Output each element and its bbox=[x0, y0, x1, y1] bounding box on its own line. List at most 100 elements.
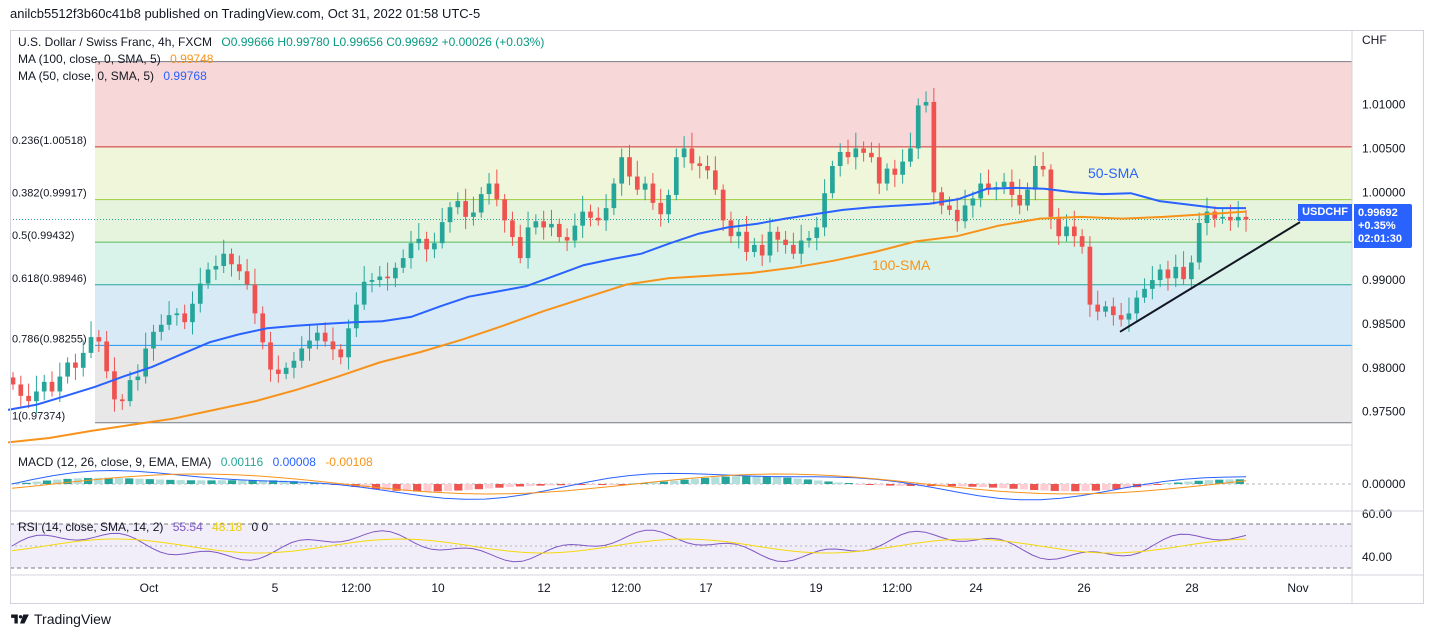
candle-body bbox=[41, 381, 47, 392]
macd-histogram-bar bbox=[1143, 484, 1152, 486]
macd-histogram-bar bbox=[269, 480, 278, 484]
macd-histogram-bar bbox=[1060, 484, 1070, 492]
candle-body bbox=[869, 152, 874, 158]
candle-body bbox=[697, 163, 703, 166]
candle-body bbox=[377, 276, 383, 281]
macd-histogram-bar bbox=[495, 484, 504, 488]
legend-ma50-value: 0.99768 bbox=[163, 69, 207, 83]
candle-body bbox=[268, 342, 273, 370]
legend-rsi-extra: 0 0 bbox=[251, 520, 269, 534]
candle-body bbox=[385, 276, 390, 279]
candle-body bbox=[354, 304, 359, 329]
candle-body bbox=[908, 148, 913, 162]
fib-band bbox=[95, 345, 1352, 423]
macd-histogram-bar bbox=[690, 478, 699, 484]
macd-histogram-bar bbox=[608, 484, 617, 485]
candle-body bbox=[291, 360, 297, 368]
macd-histogram-bar bbox=[886, 484, 895, 486]
legend-rsi-label: RSI (14, close, SMA, 14, 2) bbox=[18, 520, 164, 534]
candle-body bbox=[619, 157, 625, 184]
price-tick-label: 1.00000 bbox=[1362, 185, 1406, 199]
macd-histogram-bar bbox=[42, 480, 52, 484]
candle-body bbox=[1001, 181, 1007, 188]
macd-histogram-bar bbox=[1050, 484, 1059, 491]
fib-band bbox=[95, 61, 1352, 147]
macd-histogram-bar bbox=[299, 481, 309, 484]
macd-histogram-bar bbox=[32, 481, 41, 484]
candle-body bbox=[408, 243, 414, 259]
candle-body bbox=[322, 332, 328, 342]
candle-body bbox=[806, 237, 812, 241]
macd-line bbox=[11, 469, 1247, 501]
macd-histogram-bar bbox=[371, 484, 381, 490]
macd-histogram-bar bbox=[1122, 484, 1131, 489]
macd-pane: 0.00000 bbox=[10, 469, 1406, 501]
footer-brand-label: TradingView bbox=[34, 611, 112, 627]
candle-body bbox=[1204, 211, 1210, 224]
macd-histogram-bar bbox=[114, 478, 124, 484]
candle-body bbox=[1142, 288, 1147, 298]
time-tick-label: Oct bbox=[140, 581, 159, 595]
candle-body bbox=[1150, 280, 1155, 289]
macd-histogram-bar bbox=[988, 484, 998, 488]
candle-body bbox=[564, 237, 570, 241]
candle-body bbox=[260, 313, 266, 343]
time-tick-label: 17 bbox=[699, 581, 713, 595]
candle-body bbox=[556, 223, 562, 238]
candle-body bbox=[1173, 266, 1179, 279]
candle-body bbox=[510, 220, 515, 238]
macd-histogram-bar bbox=[865, 484, 874, 485]
candle-body bbox=[1025, 189, 1030, 206]
candle-body bbox=[627, 157, 632, 177]
candle-body bbox=[315, 332, 320, 341]
candle-body bbox=[299, 348, 305, 361]
candle-body bbox=[822, 193, 827, 228]
candle-body bbox=[1079, 236, 1085, 247]
candle-body bbox=[166, 315, 172, 325]
candle-body bbox=[666, 194, 671, 215]
price-tick-label: 0.97500 bbox=[1362, 405, 1406, 419]
candle-body bbox=[112, 371, 117, 400]
sma100-annotation: 100-SMA bbox=[872, 257, 931, 273]
candle-body bbox=[861, 148, 866, 153]
candle-body bbox=[876, 157, 882, 184]
legend-macd-line: 0.00008 bbox=[272, 455, 316, 469]
legend-main: U.S. Dollar / Swiss Franc, 4h, FXCM O0.9… bbox=[18, 35, 550, 49]
candle-body bbox=[197, 283, 203, 304]
macd-histogram-bar bbox=[186, 480, 196, 484]
legend-macd-hist: 0.00116 bbox=[220, 455, 264, 469]
candle-body bbox=[845, 151, 851, 158]
candle-body bbox=[588, 211, 593, 218]
macd-histogram-bar bbox=[814, 480, 823, 484]
candle-body bbox=[986, 183, 991, 190]
macd-histogram-bar bbox=[474, 484, 483, 490]
macd-histogram-bar bbox=[217, 480, 226, 484]
macd-histogram-bar bbox=[700, 477, 710, 484]
candle-body bbox=[549, 223, 554, 228]
macd-histogram-bar bbox=[464, 484, 473, 490]
price-tag: 0.99692 +0.35% 02:01:30 bbox=[1354, 204, 1412, 248]
candle-body bbox=[73, 362, 78, 368]
candle-body bbox=[439, 222, 445, 244]
legend-ma50-label: MA (50, close, 0, SMA, 5) bbox=[18, 69, 155, 83]
candle-body bbox=[634, 176, 640, 190]
macd-histogram-bar bbox=[1163, 483, 1172, 484]
macd-histogram-bar bbox=[135, 478, 144, 484]
candle-body bbox=[143, 348, 149, 377]
time-tick-label: 19 bbox=[809, 581, 823, 595]
candle-body bbox=[151, 331, 156, 349]
time-tick-label: 10 bbox=[431, 581, 445, 595]
candle-body bbox=[283, 367, 289, 374]
fib-label: 0.618(0.98946) bbox=[12, 273, 87, 285]
candle-body bbox=[424, 238, 429, 250]
time-tick-label: 12:00 bbox=[882, 581, 912, 595]
fib-label: 0.786(0.98255) bbox=[12, 333, 87, 345]
time-tick-label: 26 bbox=[1077, 581, 1091, 595]
macd-histogram-bar bbox=[176, 480, 185, 484]
sma50-line bbox=[7, 186, 1246, 411]
currency-label: CHF bbox=[1362, 33, 1387, 47]
footer-brand[interactable]: TradingView bbox=[10, 611, 111, 627]
candle-body bbox=[1064, 226, 1069, 237]
candle-body bbox=[1181, 266, 1186, 280]
